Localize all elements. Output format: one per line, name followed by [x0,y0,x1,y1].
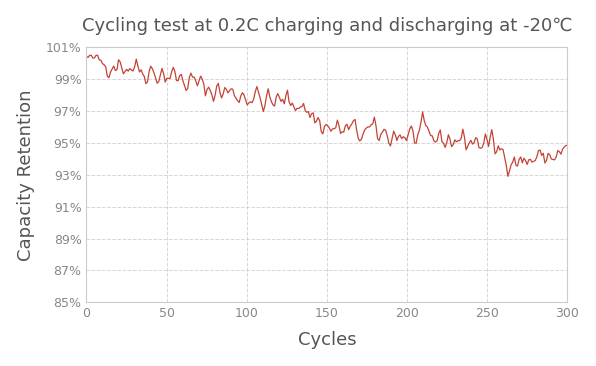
Title: Cycling test at 0.2C charging and discharging at -20℃: Cycling test at 0.2C charging and discha… [82,17,572,35]
X-axis label: Cycles: Cycles [297,331,356,349]
Y-axis label: Capacity Retention: Capacity Retention [17,89,35,261]
